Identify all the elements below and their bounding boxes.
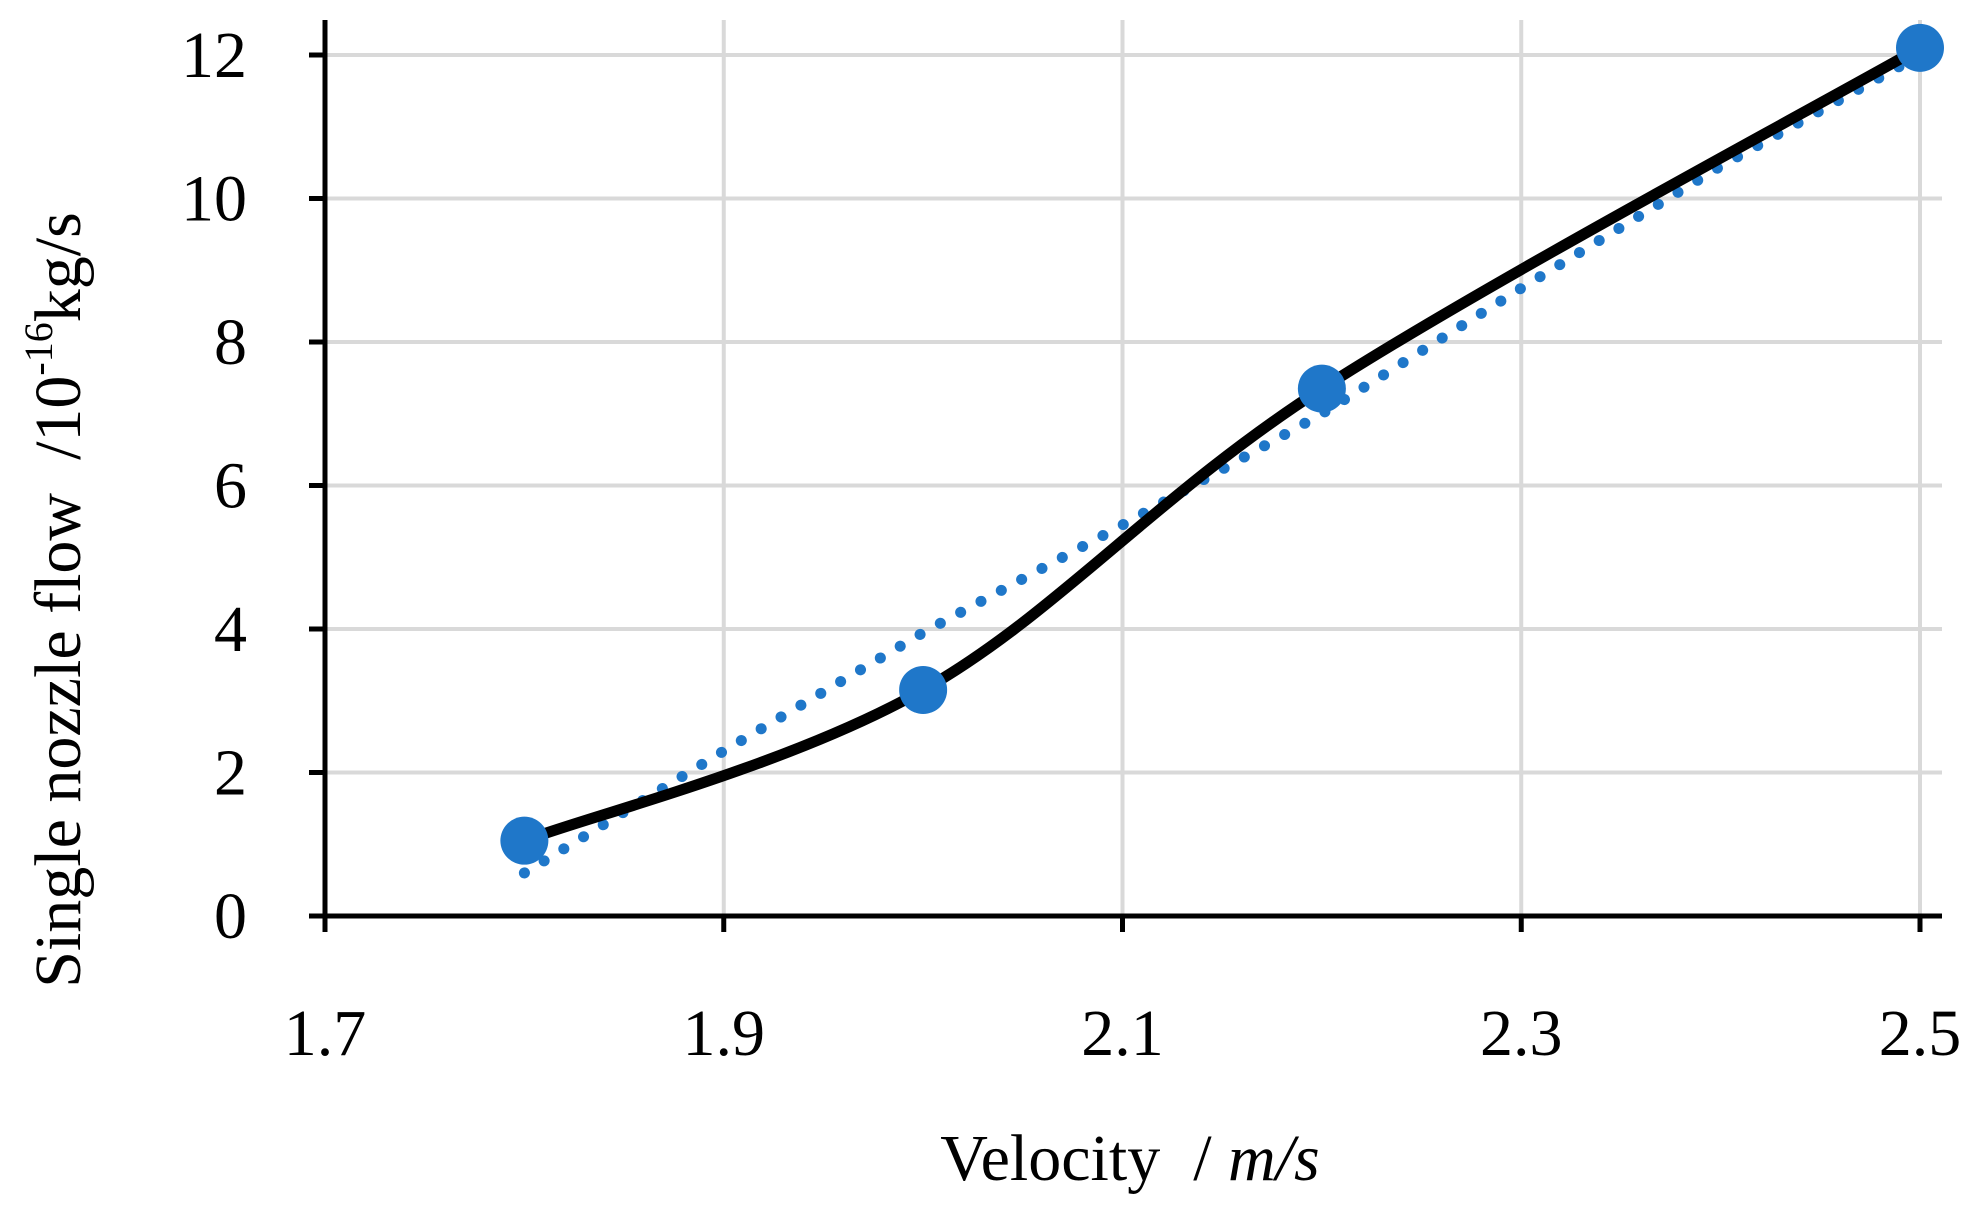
x-tick-label: 2.5 [1879, 997, 1962, 1070]
x-tick-label: 1.7 [284, 997, 367, 1070]
ticks: 0 2 4 6 8 10 12 1.7 1.9 2.1 2.3 2.5 [181, 19, 1961, 1070]
y-tick-label: 6 [214, 450, 247, 523]
y-tick-label: 10 [181, 163, 247, 236]
data-point-marker [899, 665, 948, 714]
series [500, 23, 1944, 879]
y-tick-label: 12 [181, 19, 247, 92]
grid [325, 20, 1942, 916]
y-tick-label: 8 [214, 306, 247, 379]
x-tick-label: 1.9 [683, 997, 766, 1070]
smooth-curve-line [518, 42, 1926, 847]
x-tick-label: 2.1 [1081, 997, 1164, 1070]
data-point-marker [500, 816, 549, 865]
axes [322, 20, 1942, 919]
trend-dotted-line [518, 49, 1926, 879]
y-tick-label: 0 [214, 880, 247, 953]
y-axis-title: Single nozzle flow /10-16kg/s [16, 212, 95, 988]
data-point-marker [1896, 23, 1944, 72]
data-point-marker [1297, 364, 1346, 413]
x-axis-title: Velocity / m/s [940, 1122, 1319, 1195]
y-tick-label: 4 [214, 593, 247, 666]
x-tick-label: 2.3 [1480, 997, 1563, 1070]
y-tick-label: 2 [214, 737, 247, 810]
